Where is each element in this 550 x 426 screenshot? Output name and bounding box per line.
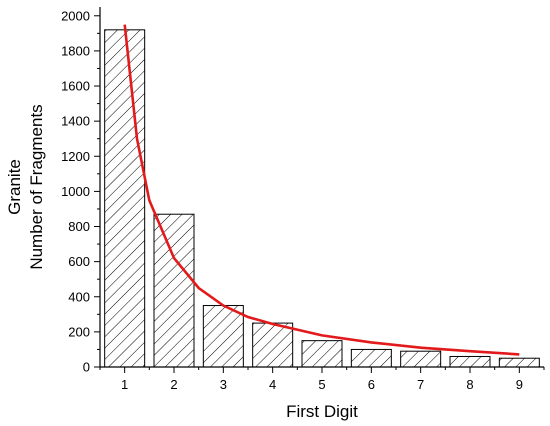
- y-tick-label-2000: 2000: [61, 8, 90, 23]
- bar-5: [301, 340, 343, 368]
- x-tick-label-5: 5: [318, 377, 325, 392]
- y-tick-label-800: 800: [68, 219, 90, 234]
- x-tick-label-6: 6: [368, 377, 375, 392]
- x-tick-label-2: 2: [170, 377, 177, 392]
- x-tick-label-1: 1: [121, 377, 128, 392]
- x-ticks-group: 1 2 3 4 5 6 7 8 9: [99, 367, 545, 392]
- bar-4: [252, 322, 294, 368]
- y-axis-title-line-2: Number of Fragments: [27, 104, 46, 269]
- y-axis-title: Granite Number of Fragments: [5, 104, 46, 269]
- bar-6: [350, 348, 392, 368]
- bar-9: [498, 357, 540, 368]
- x-tick-label-3: 3: [220, 377, 227, 392]
- y-tick-label-400: 400: [68, 289, 90, 304]
- x-axis-title: First Digit: [286, 402, 358, 421]
- bar-7: [400, 350, 442, 368]
- bar-1: [104, 29, 146, 368]
- y-axis-title-line-1: Granite: [5, 159, 24, 215]
- y-tick-label-600: 600: [68, 254, 90, 269]
- x-tick-label-8: 8: [466, 377, 473, 392]
- y-ticks-group: 0 200 400 600 800 1000 1200 1400 1600 1800 2000: [61, 8, 100, 375]
- fit-curve: [123, 24, 520, 356]
- x-tick-label-7: 7: [417, 377, 424, 392]
- y-tick-label-1200: 1200: [61, 149, 90, 164]
- y-tick-label-200: 200: [68, 324, 90, 339]
- bar-8: [449, 355, 491, 368]
- y-tick-label-1000: 1000: [61, 184, 90, 199]
- x-tick-label-9: 9: [516, 377, 523, 392]
- y-tick-label-0: 0: [83, 360, 90, 375]
- bars-group: [104, 29, 540, 368]
- y-tick-label-1400: 1400: [61, 114, 90, 129]
- x-tick-label-4: 4: [269, 377, 276, 392]
- y-tick-label-1800: 1800: [61, 43, 90, 58]
- y-tick-label-1600: 1600: [61, 79, 90, 94]
- bar-3: [202, 305, 244, 368]
- bar-2: [153, 213, 195, 368]
